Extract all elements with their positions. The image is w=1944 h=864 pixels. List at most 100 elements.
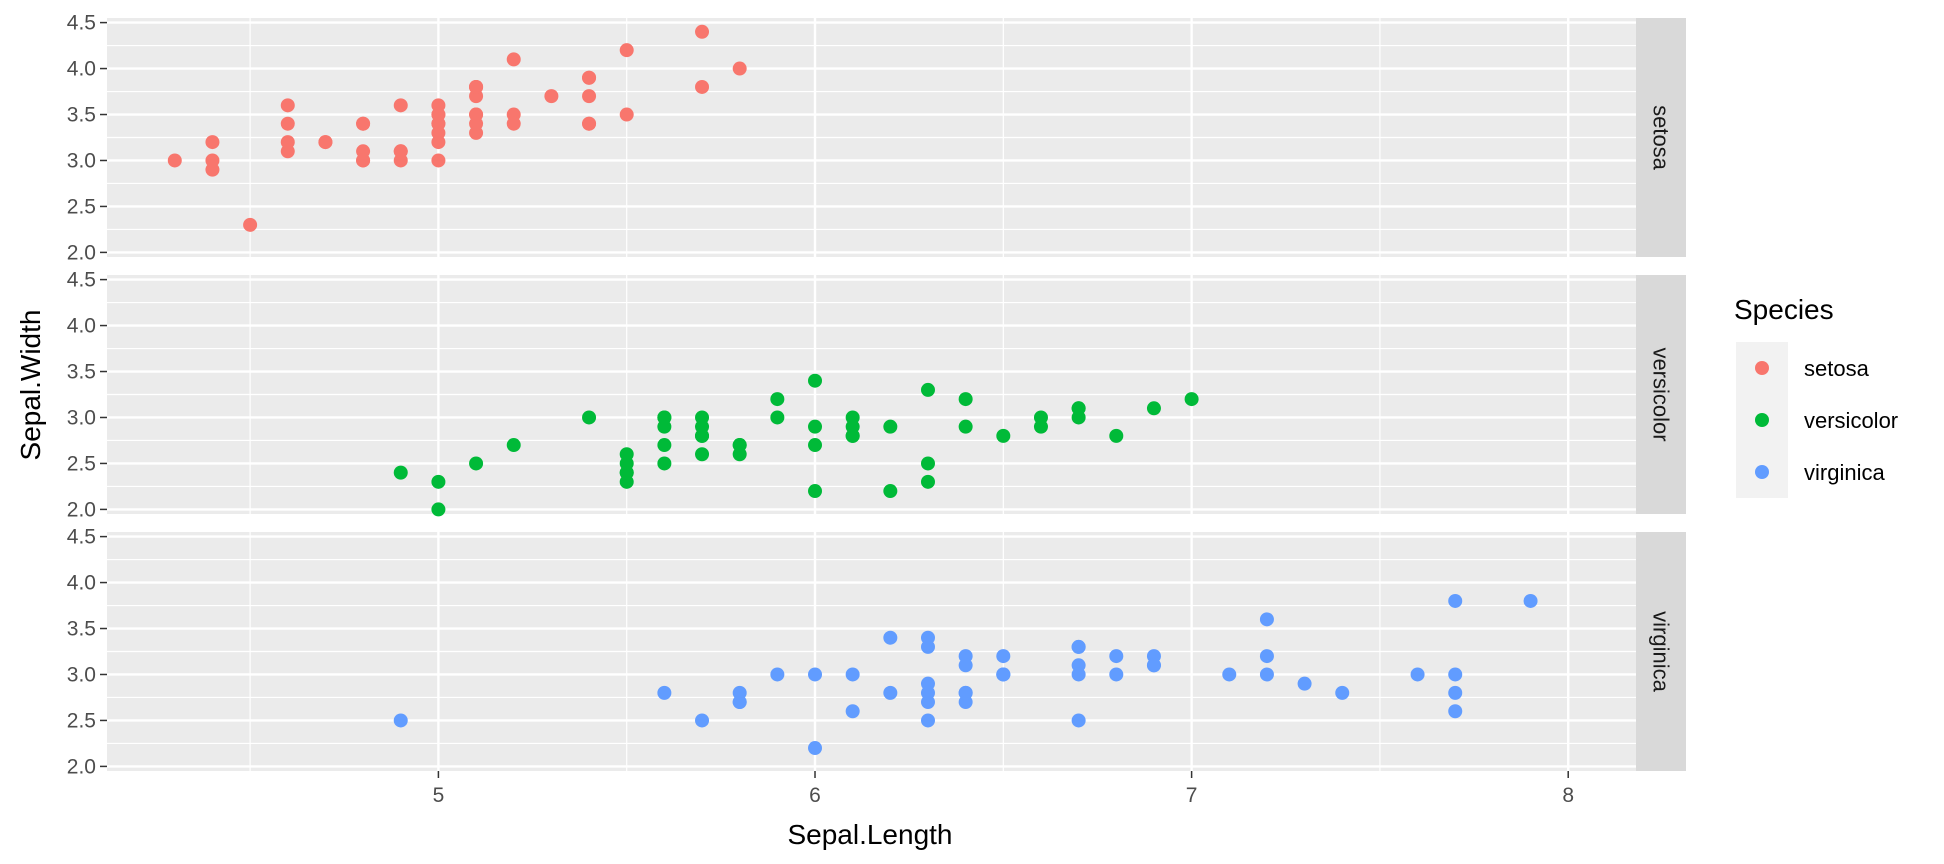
data-point-versicolor: [808, 373, 823, 388]
data-point-versicolor: [469, 456, 484, 471]
data-point-versicolor: [845, 428, 860, 443]
y-tick-label: 4.0: [67, 315, 96, 338]
data-point-versicolor: [695, 428, 710, 443]
data-point-virginica: [770, 667, 785, 682]
legend-marker-virginica: [1755, 465, 1769, 479]
data-point-versicolor: [920, 456, 935, 471]
data-point-virginica: [1448, 685, 1463, 700]
facet-strip-label: virginica: [1649, 611, 1674, 692]
data-point-setosa: [280, 135, 295, 150]
data-point-virginica: [845, 704, 860, 719]
facet-strip: [1636, 18, 1686, 257]
legend-label-virginica: virginica: [1804, 460, 1885, 485]
data-point-versicolor: [883, 484, 898, 499]
data-point-virginica: [996, 649, 1011, 664]
x-tick-label: 5: [433, 784, 445, 807]
data-point-setosa: [393, 144, 408, 159]
data-point-virginica: [393, 713, 408, 728]
data-point-virginica: [958, 685, 973, 700]
data-point-virginica: [1448, 593, 1463, 608]
data-point-virginica: [808, 741, 823, 756]
y-tick-label: 4.5: [67, 269, 96, 292]
data-point-setosa: [167, 153, 182, 168]
data-point-setosa: [431, 107, 446, 122]
data-point-virginica: [1222, 667, 1237, 682]
data-point-virginica: [1297, 676, 1312, 691]
data-point-setosa: [356, 153, 371, 168]
data-point-virginica: [845, 667, 860, 682]
data-point-setosa: [619, 107, 634, 122]
data-point-setosa: [393, 98, 408, 113]
data-point-virginica: [1071, 667, 1086, 682]
data-point-versicolor: [845, 410, 860, 425]
y-tick-label: 2.5: [67, 195, 96, 218]
data-point-setosa: [506, 116, 521, 131]
data-point-virginica: [732, 695, 747, 710]
y-tick-label: 2.0: [67, 241, 96, 264]
y-tick-label: 3.0: [67, 663, 96, 686]
data-point-virginica: [920, 630, 935, 645]
legend-label-setosa: setosa: [1804, 356, 1870, 381]
data-point-virginica: [1448, 704, 1463, 719]
data-point-setosa: [280, 98, 295, 113]
y-tick-label: 3.5: [67, 361, 96, 384]
data-point-versicolor: [657, 438, 672, 453]
data-point-versicolor: [657, 410, 672, 425]
legend-marker-setosa: [1755, 361, 1769, 375]
data-point-versicolor: [996, 428, 1011, 443]
data-point-versicolor: [1109, 428, 1124, 443]
data-point-setosa: [431, 153, 446, 168]
y-tick-label: 2.0: [67, 498, 96, 521]
data-point-versicolor: [920, 474, 935, 489]
legend-marker-versicolor: [1755, 413, 1769, 427]
data-point-setosa: [582, 89, 597, 104]
data-point-setosa: [356, 116, 371, 131]
data-point-setosa: [582, 116, 597, 131]
facet-panels: 2.0 2.5 3.0 3.5 4.0 4.5 setosa 2.0 2.5 3.0 3.5 4.0 4…: [67, 12, 1686, 778]
data-point-virginica: [1448, 667, 1463, 682]
y-tick-label: 3.5: [67, 618, 96, 641]
y-tick-label: 4.0: [67, 58, 96, 81]
data-point-versicolor: [958, 419, 973, 434]
x-tick-label: 7: [1186, 784, 1198, 807]
data-point-virginica: [1146, 658, 1161, 673]
data-point-virginica: [958, 658, 973, 673]
data-point-virginica: [883, 685, 898, 700]
y-tick-label: 3.0: [67, 406, 96, 429]
y-tick-label: 4.5: [67, 526, 96, 549]
data-point-versicolor: [770, 410, 785, 425]
data-point-virginica: [808, 667, 823, 682]
x-tick-label: 6: [809, 784, 821, 807]
data-point-versicolor: [883, 419, 898, 434]
data-point-versicolor: [506, 438, 521, 453]
data-point-versicolor: [1184, 392, 1199, 407]
data-point-virginica: [1259, 649, 1274, 664]
data-point-setosa: [582, 70, 597, 85]
data-point-virginica: [883, 630, 898, 645]
data-point-versicolor: [808, 438, 823, 453]
data-point-versicolor: [732, 447, 747, 462]
data-point-virginica: [1071, 713, 1086, 728]
facet-strip: [1636, 275, 1686, 514]
data-point-setosa: [544, 89, 559, 104]
data-point-virginica: [996, 667, 1011, 682]
legend-title: Species: [1734, 294, 1834, 325]
data-point-versicolor: [1033, 410, 1048, 425]
data-point-versicolor: [582, 410, 597, 425]
facet-strip: [1636, 532, 1686, 771]
x-axis-title: Sepal.Length: [787, 819, 952, 850]
data-point-virginica: [1259, 667, 1274, 682]
data-point-setosa: [469, 79, 484, 94]
data-point-virginica: [1259, 612, 1274, 627]
facet-strip-label: versicolor: [1649, 347, 1674, 441]
data-point-versicolor: [1146, 401, 1161, 416]
y-tick-label: 4.5: [67, 12, 96, 35]
data-point-setosa: [695, 24, 710, 39]
data-point-virginica: [920, 713, 935, 728]
data-point-virginica: [695, 713, 710, 728]
data-point-virginica: [657, 685, 672, 700]
data-point-setosa: [695, 79, 710, 94]
x-tick-label: 8: [1562, 784, 1574, 807]
y-tick-label: 3.0: [67, 149, 96, 172]
